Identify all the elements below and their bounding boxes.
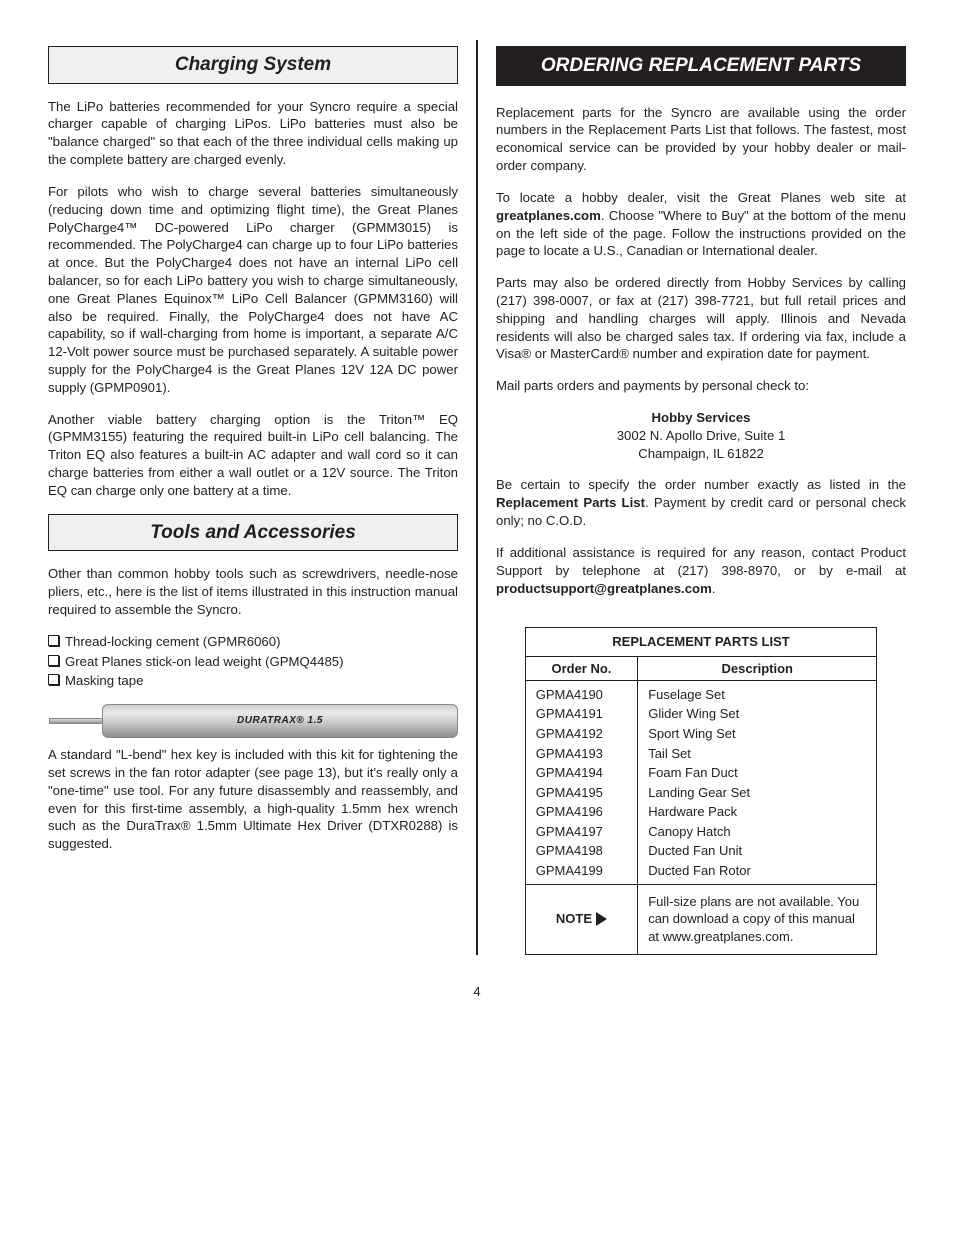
left-column: Charging System The LiPo batteries recom…: [48, 40, 458, 955]
table-row: GPMA4194Foam Fan Duct: [525, 763, 877, 783]
checklist-text: Masking tape: [65, 672, 143, 690]
table-row: GPMA4197Canopy Hatch: [525, 822, 877, 842]
cell-order: GPMA4191: [525, 704, 638, 724]
order-paragraph-4: Mail parts orders and payments by person…: [496, 377, 906, 395]
cell-order: GPMA4199: [525, 861, 638, 881]
cell-desc: Tail Set: [638, 744, 877, 764]
site-domain: greatplanes.com: [496, 208, 601, 223]
cell-order: GPMA4195: [525, 783, 638, 803]
checkbox-icon: [48, 674, 59, 685]
cell-desc: Canopy Hatch: [638, 822, 877, 842]
checkbox-icon: [48, 635, 59, 646]
heading-charging-system: Charging System: [48, 46, 458, 84]
order-paragraph-3: Parts may also be ordered directly from …: [496, 274, 906, 363]
heading-tools-accessories: Tools and Accessories: [48, 514, 458, 552]
tools-checklist: Thread-locking cement (GPMR6060) Great P…: [48, 633, 458, 690]
note-label: NOTE: [556, 910, 607, 928]
cell-desc: Fuselage Set: [638, 685, 877, 705]
cell-order: GPMA4194: [525, 763, 638, 783]
hex-driver-illustration: DURATRAX® 1.5: [48, 704, 458, 738]
table-row: GPMA4196Hardware Pack: [525, 802, 877, 822]
cell-desc: Sport Wing Set: [638, 724, 877, 744]
note-label-text: NOTE: [556, 910, 592, 928]
parts-list-ref: Replacement Parts List: [496, 495, 645, 510]
table-note-row: NOTE Full-size plans are not available. …: [525, 884, 877, 954]
order-paragraph-5: Be certain to specify the order number e…: [496, 476, 906, 529]
cell-order: GPMA4192: [525, 724, 638, 744]
col-order-no: Order No.: [525, 656, 638, 681]
cell-order: GPMA4193: [525, 744, 638, 764]
text-fragment: .: [712, 581, 716, 596]
cell-desc: Ducted Fan Rotor: [638, 861, 877, 881]
order-paragraph-6: If additional assistance is required for…: [496, 544, 906, 597]
table-row: GPMA4198Ducted Fan Unit: [525, 841, 877, 861]
text-fragment: To locate a hobby dealer, visit the Grea…: [496, 190, 906, 205]
col-description: Description: [638, 656, 877, 681]
charging-paragraph-2: For pilots who wish to charge several ba…: [48, 183, 458, 397]
cell-order: GPMA4190: [525, 685, 638, 705]
hex-driver-label: DURATRAX® 1.5: [237, 714, 323, 728]
cell-order: GPMA4198: [525, 841, 638, 861]
table-row: GPMA4193Tail Set: [525, 744, 877, 764]
table-row: GPMA4190Fuselage Set: [525, 685, 877, 705]
cell-order: GPMA4196: [525, 802, 638, 822]
cell-desc: Landing Gear Set: [638, 783, 877, 803]
cell-desc: Hardware Pack: [638, 802, 877, 822]
mailing-address: Hobby Services 3002 N. Apollo Drive, Sui…: [496, 409, 906, 462]
support-email: productsupport@greatplanes.com: [496, 581, 712, 596]
text-fragment: If additional assistance is required for…: [496, 545, 906, 578]
checkbox-icon: [48, 655, 59, 666]
table-title: REPLACEMENT PARTS LIST: [525, 628, 877, 657]
note-text: Full-size plans are not available. You c…: [638, 884, 877, 954]
address-line-2: Champaign, IL 61822: [496, 445, 906, 463]
tools-intro: Other than common hobby tools such as sc…: [48, 565, 458, 618]
triangle-right-icon: [596, 912, 607, 926]
tools-outro: A standard "L-bend" hex key is included …: [48, 746, 458, 853]
checklist-text: Thread-locking cement (GPMR6060): [65, 633, 280, 651]
table-row: GPMA4199Ducted Fan Rotor: [525, 861, 877, 881]
replacement-parts-table: REPLACEMENT PARTS LIST Order No. Descrip…: [525, 627, 878, 954]
charging-paragraph-1: The LiPo batteries recommended for your …: [48, 98, 458, 169]
hex-driver-shaft: [49, 718, 103, 724]
cell-desc: Glider Wing Set: [638, 704, 877, 724]
order-paragraph-2: To locate a hobby dealer, visit the Grea…: [496, 189, 906, 260]
cell-order: GPMA4197: [525, 822, 638, 842]
table-row: GPMA4192Sport Wing Set: [525, 724, 877, 744]
heading-ordering-parts: ORDERING REPLACEMENT PARTS: [496, 46, 906, 86]
cell-desc: Foam Fan Duct: [638, 763, 877, 783]
text-fragment: Be certain to specify the order number e…: [496, 477, 906, 492]
order-paragraph-1: Replacement parts for the Syncro are ava…: [496, 104, 906, 175]
checklist-text: Great Planes stick-on lead weight (GPMQ4…: [65, 653, 344, 671]
checklist-item: Masking tape: [48, 672, 458, 690]
table-row: GPMA4191Glider Wing Set: [525, 704, 877, 724]
table-row: GPMA4195Landing Gear Set: [525, 783, 877, 803]
right-column: ORDERING REPLACEMENT PARTS Replacement p…: [496, 40, 906, 955]
column-divider: [476, 40, 478, 955]
cell-desc: Ducted Fan Unit: [638, 841, 877, 861]
two-column-layout: Charging System The LiPo batteries recom…: [48, 40, 906, 955]
address-name: Hobby Services: [496, 409, 906, 427]
address-line-1: 3002 N. Apollo Drive, Suite 1: [496, 427, 906, 445]
page-number: 4: [48, 983, 906, 1001]
checklist-item: Thread-locking cement (GPMR6060): [48, 633, 458, 651]
checklist-item: Great Planes stick-on lead weight (GPMQ4…: [48, 653, 458, 671]
charging-paragraph-3: Another viable battery charging option i…: [48, 411, 458, 500]
hex-driver-handle: DURATRAX® 1.5: [102, 704, 458, 738]
